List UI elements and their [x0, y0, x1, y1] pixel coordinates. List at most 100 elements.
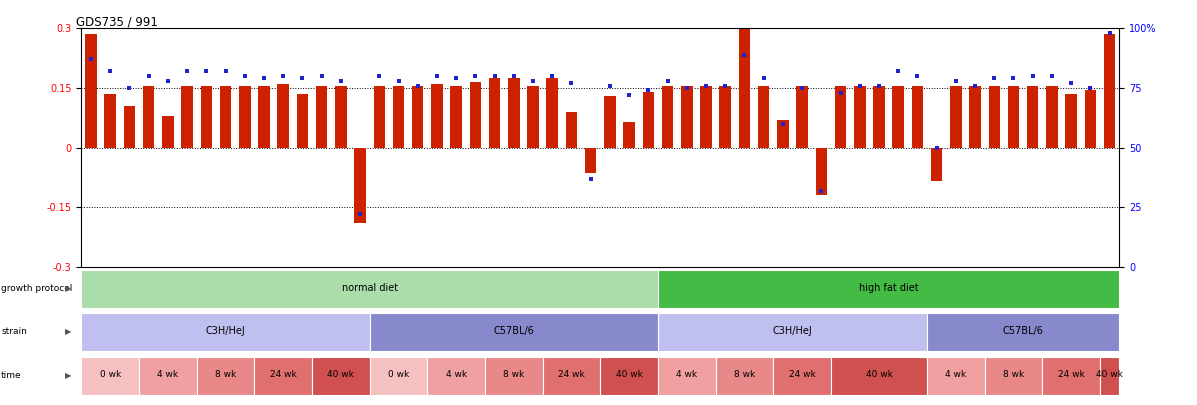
- Bar: [658, 270, 1119, 308]
- Bar: [542, 356, 601, 395]
- Bar: [81, 356, 139, 395]
- Point: [831, 90, 850, 96]
- Point: [139, 73, 158, 79]
- Point: [620, 92, 639, 98]
- Bar: [547, 78, 558, 147]
- Text: 4 wk: 4 wk: [445, 370, 467, 379]
- Point: [888, 68, 907, 75]
- Bar: [297, 94, 308, 147]
- Bar: [643, 92, 654, 147]
- Bar: [81, 270, 658, 308]
- Point: [523, 78, 542, 84]
- Bar: [658, 356, 716, 395]
- Bar: [469, 82, 481, 147]
- Bar: [893, 86, 904, 147]
- Text: 4 wk: 4 wk: [157, 370, 178, 379]
- Bar: [370, 313, 658, 352]
- Point: [81, 56, 101, 63]
- Text: C3H/HeJ: C3H/HeJ: [772, 326, 813, 336]
- Point: [581, 175, 600, 182]
- Text: C3H/HeJ: C3H/HeJ: [206, 326, 245, 336]
- Bar: [1027, 86, 1039, 147]
- Text: ▶: ▶: [65, 327, 71, 337]
- Text: 24 wk: 24 wk: [558, 370, 585, 379]
- Bar: [566, 112, 577, 147]
- Point: [561, 80, 581, 86]
- Bar: [412, 86, 424, 147]
- Point: [869, 82, 888, 89]
- Bar: [485, 356, 542, 395]
- Bar: [196, 356, 254, 395]
- Text: 24 wk: 24 wk: [1058, 370, 1084, 379]
- Point: [466, 73, 485, 79]
- Bar: [354, 147, 366, 223]
- Point: [293, 75, 312, 82]
- Bar: [239, 86, 250, 147]
- Point: [351, 211, 370, 217]
- Bar: [834, 86, 846, 147]
- Point: [678, 85, 697, 91]
- Bar: [1065, 94, 1077, 147]
- Point: [735, 51, 754, 58]
- Point: [716, 82, 735, 89]
- Bar: [970, 86, 980, 147]
- Bar: [335, 86, 347, 147]
- Point: [926, 144, 946, 151]
- Point: [947, 78, 966, 84]
- Bar: [104, 94, 116, 147]
- Point: [485, 73, 504, 79]
- Bar: [488, 78, 500, 147]
- Bar: [370, 356, 427, 395]
- Point: [101, 68, 120, 75]
- Bar: [950, 86, 961, 147]
- Bar: [259, 86, 269, 147]
- Point: [812, 187, 831, 194]
- Point: [985, 75, 1004, 82]
- Point: [274, 73, 293, 79]
- Text: 0 wk: 0 wk: [388, 370, 409, 379]
- Text: 8 wk: 8 wk: [1003, 370, 1025, 379]
- Point: [177, 68, 196, 75]
- Bar: [181, 86, 193, 147]
- Point: [446, 75, 466, 82]
- Bar: [604, 96, 615, 147]
- Text: GDS735 / 991: GDS735 / 991: [77, 15, 158, 28]
- Text: growth protocol: growth protocol: [1, 284, 73, 293]
- Text: strain: strain: [1, 327, 28, 337]
- Point: [370, 73, 389, 79]
- Text: ▶: ▶: [65, 371, 71, 380]
- Bar: [508, 78, 519, 147]
- Point: [639, 87, 658, 94]
- Bar: [985, 356, 1043, 395]
- Bar: [815, 147, 827, 195]
- Bar: [427, 356, 485, 395]
- Point: [792, 85, 812, 91]
- Bar: [931, 147, 942, 181]
- Bar: [254, 356, 312, 395]
- Bar: [142, 86, 154, 147]
- Bar: [758, 86, 770, 147]
- Bar: [527, 86, 539, 147]
- Bar: [773, 356, 831, 395]
- Text: high fat diet: high fat diet: [858, 283, 918, 293]
- Bar: [662, 86, 674, 147]
- Bar: [201, 86, 212, 147]
- Point: [850, 82, 869, 89]
- Bar: [220, 86, 231, 147]
- Point: [427, 73, 446, 79]
- Text: 8 wk: 8 wk: [215, 370, 236, 379]
- Bar: [431, 84, 443, 147]
- Point: [215, 68, 235, 75]
- Point: [907, 73, 926, 79]
- Bar: [719, 86, 731, 147]
- Bar: [450, 86, 462, 147]
- Point: [966, 82, 985, 89]
- Bar: [316, 86, 328, 147]
- Bar: [700, 86, 712, 147]
- Bar: [162, 116, 174, 147]
- Point: [658, 78, 678, 84]
- Bar: [912, 86, 923, 147]
- Point: [1081, 85, 1100, 91]
- Text: 4 wk: 4 wk: [676, 370, 698, 379]
- Bar: [1104, 34, 1116, 147]
